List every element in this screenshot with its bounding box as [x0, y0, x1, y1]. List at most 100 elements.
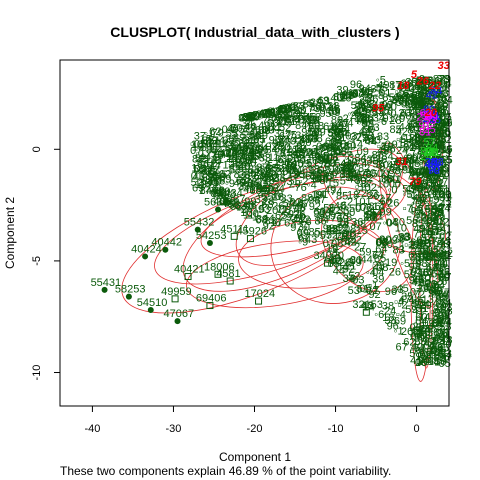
cloud-point: 94 — [430, 184, 442, 196]
cloud-point: 07 — [323, 238, 335, 250]
cloud-point: 45 — [417, 267, 429, 279]
cloud-point: 63 — [367, 122, 379, 134]
cloud-point: 07 — [439, 271, 451, 283]
cluster-id-label: 95 — [372, 102, 385, 114]
cloud-point: 22 — [291, 213, 303, 225]
cloud-point: 11 — [360, 86, 371, 98]
cloud-point: ◦1 — [303, 122, 313, 134]
cloud-point: 77 — [242, 155, 254, 167]
cloud-point: ◦8 — [271, 217, 281, 229]
cloud-point: 50 — [427, 78, 439, 90]
cloud-point: 01 — [409, 83, 421, 95]
cloud-point: 27 — [422, 111, 434, 123]
cloud-point: 11 — [345, 260, 356, 272]
x-tick-label: 0 — [414, 423, 420, 435]
cloud-point: 58 — [409, 348, 421, 360]
cloud-point: ◦3 — [387, 157, 397, 169]
cloud-point: 72 — [432, 236, 444, 248]
cloud-point: 51 — [433, 89, 445, 101]
cloud-point: 47 — [432, 122, 444, 134]
cloud-point: 14 — [226, 151, 238, 163]
cloud-point: 54 — [427, 114, 439, 126]
cloud-point: ◦0 — [273, 189, 283, 201]
cloud-point: 81 — [350, 255, 362, 267]
cluster-ellipse — [235, 148, 403, 266]
cloud-point: ◦7 — [375, 84, 385, 96]
cloud-point: 46 — [413, 275, 425, 287]
cloud-point: 15 — [409, 112, 421, 124]
cloud-point: ◦0 — [430, 350, 440, 362]
cloud-point: ◦2 — [428, 148, 438, 160]
cluster-ellipses — [121, 90, 446, 382]
cloud-point: 03 — [298, 158, 310, 170]
cloud-point: 53 — [402, 184, 414, 196]
cloud-point: 63 — [401, 107, 413, 119]
cloud-point: 05 — [417, 86, 429, 98]
cloud-point: 29 — [422, 136, 434, 148]
cloud-point: 72 — [279, 104, 291, 116]
cloud-point: ◦2 — [352, 235, 362, 247]
cloud-point: ◦5 — [416, 304, 426, 316]
cluster-ellipse — [185, 240, 364, 309]
cloud-point: 97 — [382, 99, 394, 111]
cloud-point: 98 — [343, 228, 355, 240]
cloud-point: ◦1 — [247, 134, 257, 146]
cluster-ellipse — [419, 189, 434, 369]
point-cloud: 2795238469▫931◦535▫0◦5442975473390◦271▫9… — [190, 73, 453, 370]
cloud-point: 84 — [381, 151, 393, 163]
cloud-point: 29 — [424, 250, 436, 262]
cloud-point: 90 — [428, 143, 440, 155]
cloud-point: ◦3 — [326, 225, 336, 237]
cloud-point: ◦5 — [276, 148, 286, 160]
cloud-point: 11 — [277, 104, 288, 116]
cloud-point: 83 — [234, 169, 246, 181]
cloud-point: 49 — [347, 173, 359, 185]
cloud-point: 64 — [306, 147, 318, 159]
cloud-point: ◦5 — [246, 168, 256, 180]
cloud-point: ▫0 — [296, 212, 306, 224]
cloud-point: 11 — [270, 121, 281, 133]
cloud-point: 32 — [353, 106, 365, 118]
cloud-point: 54 — [267, 160, 279, 172]
cloud-point: 27 — [290, 101, 302, 113]
cloud-point: ▫0 — [430, 307, 440, 319]
cloud-point: 69 — [402, 161, 414, 173]
cloud-point: 59 — [365, 210, 377, 222]
cloud-point: 00 — [343, 207, 355, 219]
cloud-point: 66 — [345, 89, 357, 101]
cloud-point: 46 — [412, 140, 424, 152]
cloud-point: 52 — [243, 142, 255, 154]
cloud-point: ▫7 — [325, 170, 335, 182]
cloud-point: 16 — [423, 161, 435, 173]
cloud-point: 87 — [306, 114, 318, 126]
cloud-point: 77 — [207, 180, 219, 192]
cloud-point: 28 — [389, 115, 401, 127]
cloud-point: 50 — [430, 286, 442, 298]
cloud-point: ▫0 — [316, 103, 326, 115]
cloud-point: 95 — [432, 335, 444, 347]
cloud-point: 35 — [405, 77, 417, 89]
cloud-point: 41 — [243, 184, 255, 196]
cloud-point: 50 — [348, 168, 360, 180]
cluster-id-label: 20 — [424, 107, 438, 119]
x-tick-label: -10 — [328, 423, 344, 435]
cloud-point: 55 — [427, 171, 439, 183]
cloud-point: 28 — [413, 321, 425, 333]
cloud-point: 29 — [429, 127, 441, 139]
cloud-point: 78 — [335, 127, 347, 139]
cloud-point: 20 — [359, 94, 371, 106]
cloud-point: ▫8 — [429, 151, 439, 163]
cloud-point: 31 — [334, 132, 346, 144]
cloud-point: ◦0 — [411, 198, 421, 210]
cloud-point: 15 — [200, 133, 212, 145]
cloud-point: ▫4 — [429, 356, 439, 368]
cluster-id-label: 79 — [409, 176, 422, 188]
cloud-point: ◦3 — [235, 147, 245, 159]
cloud-point: 70 — [364, 168, 376, 180]
cloud-point: 09 — [222, 135, 234, 147]
cloud-point: 10 — [199, 138, 211, 150]
cloud-point: 41 — [410, 355, 422, 367]
cloud-point: 50 — [243, 112, 255, 124]
cloud-point: 60 — [426, 226, 438, 238]
cloud-point: 38 — [414, 138, 426, 150]
